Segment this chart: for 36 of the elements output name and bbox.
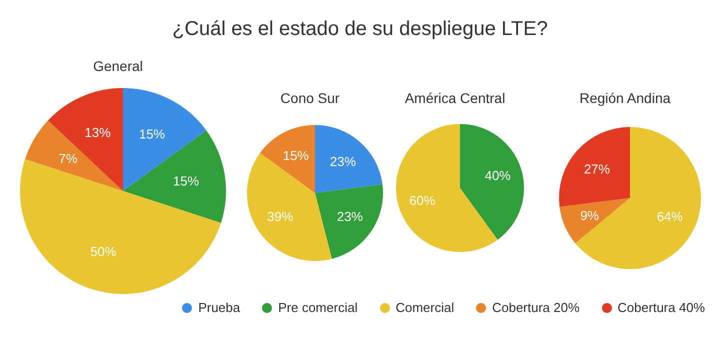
pie-slice xyxy=(247,153,332,261)
data-label: 60% xyxy=(409,192,436,208)
data-label: 7% xyxy=(58,150,78,166)
data-label: 64% xyxy=(656,209,684,224)
data-label: 50% xyxy=(90,244,117,260)
data-label: 23% xyxy=(336,209,364,224)
chart-subtitle: General xyxy=(92,58,144,74)
pie-slice xyxy=(315,184,383,259)
pie-slice xyxy=(260,125,315,193)
data-label: 15% xyxy=(173,174,200,189)
data-label: 40% xyxy=(484,168,512,184)
data-label: 23% xyxy=(330,154,356,169)
legend-label: Pre comercial xyxy=(277,300,358,315)
pie-slice xyxy=(25,120,123,191)
pie-slice xyxy=(48,88,123,191)
legend-label: Cobertura 20% xyxy=(491,300,580,315)
legend-label: Comercial xyxy=(394,300,454,315)
pie-slice xyxy=(460,124,524,240)
pie-slice xyxy=(559,127,630,207)
data-label: 15% xyxy=(282,148,310,163)
data-label: 13% xyxy=(84,124,112,140)
data-label: 39% xyxy=(267,209,294,224)
pie-slice xyxy=(575,127,701,269)
data-label: 27% xyxy=(584,161,610,176)
chart-title: América Central xyxy=(404,90,506,106)
pie-slice xyxy=(123,88,206,191)
chart-title: Región Andina xyxy=(578,90,672,106)
legend-label: Prueba xyxy=(197,300,240,315)
data-label: 15% xyxy=(138,126,166,142)
data-label: 9% xyxy=(580,208,600,223)
pie-slice xyxy=(560,198,630,244)
pie-slice xyxy=(123,130,226,223)
pie-slice xyxy=(315,125,382,193)
chart-title: Cono Sur xyxy=(279,90,341,106)
legend-label: Cobertura 40% xyxy=(616,300,705,315)
chart-title: ¿Cuál es el estado de su despliegue LTE? xyxy=(171,18,549,41)
